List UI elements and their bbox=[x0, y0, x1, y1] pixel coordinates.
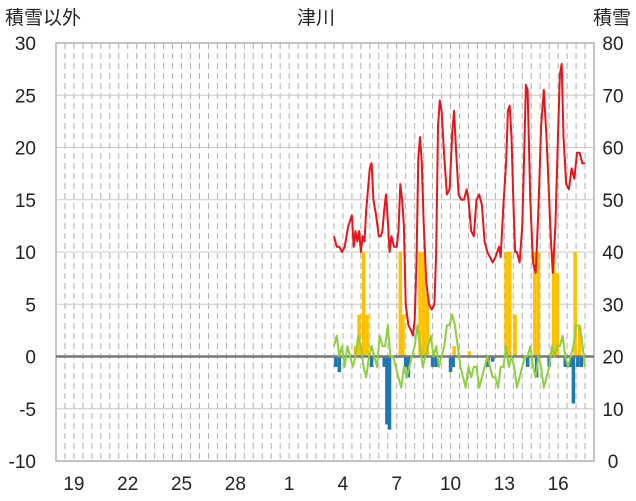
right-tick-label: 10 bbox=[602, 400, 623, 421]
precipitation-bar bbox=[387, 356, 392, 430]
snowfall-bar bbox=[513, 314, 517, 357]
precipitation-bar bbox=[434, 356, 438, 367]
snowfall-bar bbox=[425, 293, 429, 357]
left-tick-label: 20 bbox=[15, 139, 36, 160]
precipitation-bar bbox=[579, 356, 584, 367]
right-tick-label: 70 bbox=[602, 86, 623, 107]
snowfall-bar bbox=[577, 325, 582, 357]
snowfall-bar bbox=[418, 252, 422, 357]
snowfall-bar bbox=[467, 351, 472, 357]
left-tick-label: 15 bbox=[15, 191, 36, 212]
precipitation-bar bbox=[563, 356, 568, 367]
snowfall-bar bbox=[365, 314, 369, 357]
x-tick-label: 10 bbox=[440, 474, 461, 495]
line-series bbox=[333, 62, 586, 389]
precipitation-bar bbox=[403, 356, 408, 367]
precipitation-bar bbox=[369, 356, 374, 367]
left-tick-label: 0 bbox=[25, 348, 36, 369]
left-axis-ticks: 30 25 20 15 10 5 0 -5 -10 bbox=[9, 34, 36, 473]
left-tick-label: 5 bbox=[25, 295, 36, 316]
x-tick-label: 13 bbox=[494, 474, 515, 495]
snowfall-bar bbox=[398, 252, 403, 357]
chart-title: 津川 bbox=[297, 7, 335, 29]
snowfall-bar bbox=[573, 252, 577, 357]
left-tick-label: 30 bbox=[15, 34, 36, 55]
right-tick-label: 50 bbox=[602, 191, 623, 212]
precipitation-bar bbox=[451, 356, 455, 367]
snow_depth-line bbox=[333, 62, 585, 337]
bar-series bbox=[334, 252, 584, 430]
snowfall-bar bbox=[536, 252, 541, 357]
precipitation-bar bbox=[525, 356, 530, 367]
x-tick-label: 22 bbox=[117, 474, 138, 495]
precipitation-bar bbox=[385, 356, 389, 425]
x-tick-label: 4 bbox=[338, 474, 349, 495]
right-tick-label: 60 bbox=[602, 139, 623, 160]
left-axis-label: 積雪以外 bbox=[5, 7, 81, 29]
snowfall-bar bbox=[452, 346, 456, 357]
snowfall-bar bbox=[551, 252, 556, 357]
snowfall-bar bbox=[361, 252, 366, 357]
left-tick-label: 10 bbox=[15, 243, 36, 264]
precipitation-bar bbox=[448, 356, 453, 373]
snowfall-bar bbox=[504, 252, 508, 357]
precipitation-bar bbox=[576, 356, 580, 367]
right-axis-label: 積雪 bbox=[593, 7, 631, 29]
left-tick-label: -10 bbox=[9, 452, 36, 473]
precipitation-bar bbox=[568, 356, 573, 367]
precipitation-bar bbox=[334, 356, 338, 367]
precipitation-bar bbox=[430, 356, 435, 367]
right-axis-ticks: 80 70 60 50 40 30 20 10 0 bbox=[602, 34, 623, 473]
snowfall-bar bbox=[533, 252, 537, 357]
right-tick-label: 80 bbox=[602, 34, 623, 55]
right-tick-label: 40 bbox=[602, 243, 623, 264]
snowfall-bar bbox=[555, 272, 559, 357]
temperature-line bbox=[333, 313, 586, 389]
x-tick-label: 25 bbox=[171, 474, 192, 495]
x-axis-ticks: 19 22 25 28 1 4 7 10 13 16 bbox=[63, 474, 568, 495]
precipitation-bar bbox=[490, 356, 495, 362]
x-tick-label: 7 bbox=[391, 474, 402, 495]
precipitation-bar bbox=[571, 356, 576, 404]
left-tick-label: 25 bbox=[15, 86, 36, 107]
x-tick-label: 16 bbox=[548, 474, 569, 495]
right-tick-label: 20 bbox=[602, 348, 623, 369]
snowfall-bar bbox=[421, 252, 426, 357]
left-tick-label: -5 bbox=[19, 400, 36, 421]
right-tick-label: 30 bbox=[602, 295, 623, 316]
x-tick-label: 1 bbox=[284, 474, 295, 495]
x-tick-label: 19 bbox=[63, 474, 84, 495]
right-tick-label: 0 bbox=[608, 452, 619, 473]
precipitation-bar bbox=[337, 356, 342, 373]
precipitation-bar bbox=[382, 356, 386, 367]
grid-lines bbox=[56, 43, 594, 461]
x-tick-label: 28 bbox=[225, 474, 246, 495]
snowfall-bar bbox=[507, 252, 512, 357]
snowfall-bar bbox=[401, 314, 405, 357]
